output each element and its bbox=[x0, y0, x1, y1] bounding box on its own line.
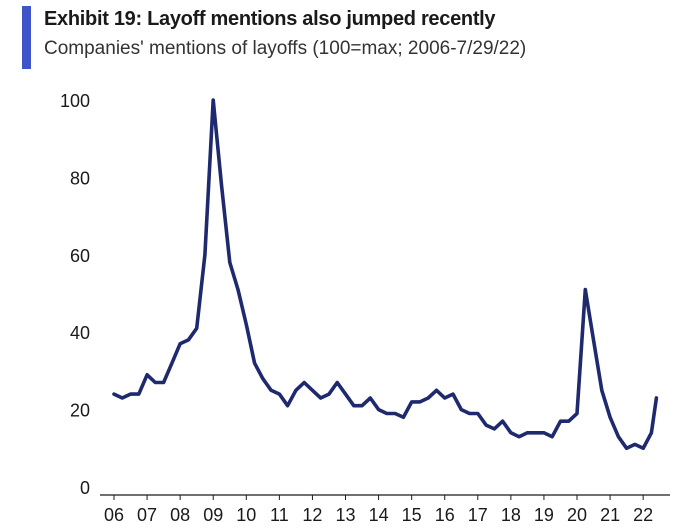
x-tick-label-15: 15 bbox=[402, 505, 422, 525]
accent-bar bbox=[22, 6, 31, 69]
chart-title: Exhibit 19: Layoff mentions also jumped … bbox=[44, 8, 496, 30]
x-tick-label-09: 09 bbox=[203, 505, 223, 525]
x-tick-label-07: 07 bbox=[137, 505, 157, 525]
x-tick-label-19: 19 bbox=[534, 505, 554, 525]
y-tick-label-60: 60 bbox=[70, 246, 90, 266]
y-tick-label-40: 40 bbox=[70, 323, 90, 343]
x-tick-label-12: 12 bbox=[302, 505, 322, 525]
x-tick-label-08: 08 bbox=[170, 505, 190, 525]
x-tick-label-20: 20 bbox=[567, 505, 587, 525]
x-tick-label-18: 18 bbox=[501, 505, 521, 525]
series-line-layoff-mentions bbox=[112, 98, 659, 451]
y-axis-ticks: 0 20 40 60 80 100 bbox=[60, 91, 90, 498]
x-tick-label-14: 14 bbox=[369, 505, 389, 525]
x-tick-label-06: 06 bbox=[104, 505, 124, 525]
x-axis-ticks: 06 07 08 09 10 11 12 13 14 15 16 17 18 19 20 21 22 bbox=[104, 495, 653, 525]
y-tick-label-80: 80 bbox=[70, 168, 90, 188]
y-tick-label-100: 100 bbox=[60, 91, 90, 111]
y-tick-label-20: 20 bbox=[70, 401, 90, 421]
x-tick-label-10: 10 bbox=[236, 505, 256, 525]
x-tick-label-11: 11 bbox=[270, 505, 289, 525]
x-tick-label-16: 16 bbox=[435, 505, 455, 525]
x-tick-label-17: 17 bbox=[468, 505, 488, 525]
x-tick-label-21: 21 bbox=[600, 505, 620, 525]
x-tick-label-22: 22 bbox=[633, 505, 653, 525]
x-tick-label-13: 13 bbox=[335, 505, 355, 525]
chart-subtitle: Companies' mentions of layoffs (100=max;… bbox=[44, 38, 527, 59]
y-tick-label-0: 0 bbox=[80, 478, 90, 498]
